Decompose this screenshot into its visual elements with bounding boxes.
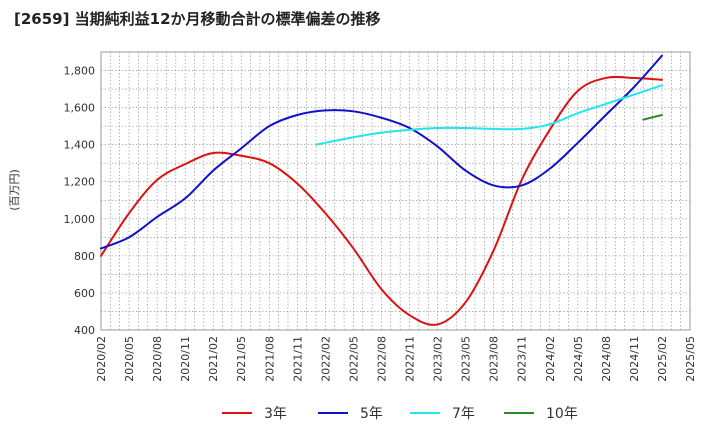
series-line-10年	[642, 114, 663, 121]
x-tick-label: 2022/02	[319, 336, 332, 382]
x-tick-label: 2024/02	[544, 336, 557, 382]
y-axis-label: (百万円)	[8, 169, 21, 211]
x-tick-label: 2020/08	[151, 336, 164, 382]
y-tick-label: 1,000	[64, 213, 96, 226]
x-tick-label: 2023/08	[488, 336, 501, 382]
series-line-7年	[315, 84, 663, 146]
y-tick-label: 800	[74, 250, 95, 263]
x-tick-label: 2023/05	[460, 336, 473, 382]
y-tick-label: 1,800	[64, 65, 96, 78]
y-tick-label: 400	[74, 324, 95, 337]
x-tick-label: 2024/08	[600, 336, 613, 382]
x-tick-label: 2024/11	[628, 336, 641, 382]
legend-label: 3年	[264, 406, 287, 422]
x-tick-label: 2025/05	[684, 336, 697, 382]
series-lines	[100, 54, 663, 326]
y-tick-label: 1,200	[64, 176, 96, 189]
x-axis-ticks: 2020/02 2020/05 2020/08 2020/11 2021/02 2021/…	[95, 336, 697, 382]
legend-label: 7年	[452, 406, 475, 422]
x-tick-label: 2021/05	[235, 336, 248, 382]
y-tick-label: 1,400	[64, 139, 96, 152]
grid	[101, 52, 690, 330]
x-tick-label: 2022/05	[347, 336, 360, 382]
x-tick-label: 2020/02	[95, 336, 108, 382]
x-tick-label: 2022/08	[375, 336, 388, 382]
x-tick-label: 2025/02	[656, 336, 669, 382]
legend: 3年 5年 7年 10年	[222, 406, 578, 422]
chart-title: [2659] 当期純利益12か月移動合計の標準偏差の推移	[14, 10, 381, 28]
x-tick-label: 2023/02	[432, 336, 445, 382]
x-tick-label: 2021/02	[207, 336, 220, 382]
series-line-3年	[100, 75, 663, 326]
y-axis-ticks: 400 600 800 1,000 1,200 1,400 1,600 1,800	[64, 65, 96, 337]
plot-frame	[100, 51, 691, 331]
y-tick-label: 1,600	[64, 102, 96, 115]
x-tick-label: 2021/08	[263, 336, 276, 382]
series-line-5年	[100, 54, 663, 250]
x-tick-label: 2024/05	[572, 336, 585, 382]
x-tick-label: 2023/11	[516, 336, 529, 382]
y-tick-label: 600	[74, 287, 95, 300]
x-tick-label: 2022/11	[404, 336, 417, 382]
x-tick-label: 2020/11	[179, 336, 192, 382]
legend-label: 10年	[546, 406, 578, 422]
x-tick-label: 2020/05	[123, 336, 136, 382]
x-tick-label: 2021/11	[291, 336, 304, 382]
legend-label: 5年	[360, 406, 383, 422]
